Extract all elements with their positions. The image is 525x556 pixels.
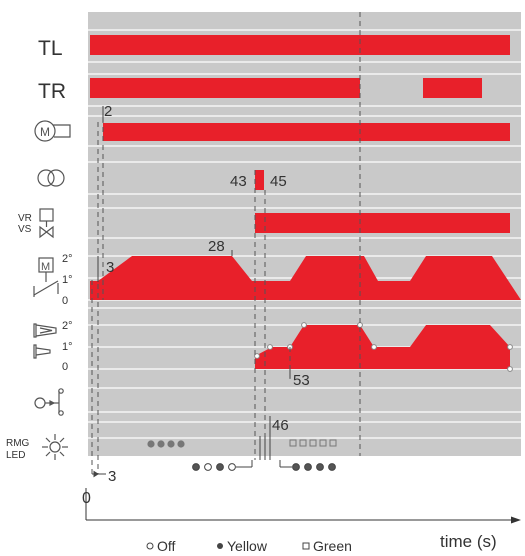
legend: Off Yellow Green <box>146 538 352 554</box>
legend-green-label: Green <box>313 538 352 554</box>
valve-signal-bar <box>255 213 510 233</box>
row-label-tr: TR <box>38 80 66 103</box>
marker-3-tilt: 3 <box>106 259 114 276</box>
marker-46: 46 <box>272 417 289 434</box>
marker-43: 43 <box>230 173 247 190</box>
vr-label: VR <box>18 213 32 224</box>
valve-icon <box>39 208 54 239</box>
tr-signal-bar-1 <box>90 78 360 98</box>
tilt-level-0: 0 <box>62 295 68 307</box>
beam-level-0: 0 <box>62 361 68 373</box>
led-icon <box>42 434 68 460</box>
marker-53: 53 <box>293 372 310 389</box>
marker-lines <box>97 106 291 460</box>
motor-icon: M <box>34 120 71 142</box>
sensor-icon <box>34 388 64 416</box>
tilt-level-2: 2° <box>62 253 73 265</box>
light-beam-profile-nodes <box>254 322 513 372</box>
beam-level-2: 2° <box>62 320 73 332</box>
tl-signal-bar <box>90 35 510 55</box>
light-beam-icon <box>33 323 57 359</box>
time-axis-label: time (s) <box>440 532 497 551</box>
motor-signal-bar <box>103 123 510 141</box>
tilt-level-1: 1° <box>62 274 73 286</box>
vs-label: VS <box>18 224 32 235</box>
marker-2: 2 <box>104 103 112 120</box>
row-label-tl: TL <box>38 37 63 60</box>
legend-yellow-symbol <box>217 543 223 549</box>
time-axis <box>85 488 521 524</box>
marker-45: 45 <box>270 173 287 190</box>
offset-arrow <box>92 470 106 478</box>
svg-text:M: M <box>41 261 50 273</box>
transformer-icon <box>37 169 65 187</box>
marker-3-offset: 3 <box>108 468 116 485</box>
marker-28: 28 <box>208 238 225 255</box>
led-sequence-left <box>192 460 253 471</box>
rmg-label: RMG <box>6 438 30 449</box>
legend-green-symbol <box>302 542 310 550</box>
transformer-signal-bar <box>255 170 264 190</box>
light-beam-profile <box>255 325 510 369</box>
led-label: LED <box>6 450 25 461</box>
tilt-motor-icon: M <box>33 257 59 297</box>
origin-label: 0 <box>82 490 91 507</box>
tilt-motor-profile <box>90 256 521 300</box>
legend-yellow-label: Yellow <box>227 538 268 554</box>
led-green-squares <box>289 439 337 447</box>
led-sequence-right <box>279 460 336 471</box>
led-yellow-dots <box>147 440 185 448</box>
legend-off-label: Off <box>157 538 176 554</box>
svg-text:M: M <box>40 125 50 139</box>
tr-signal-bar-2 <box>423 78 482 98</box>
legend-off-symbol <box>146 542 154 550</box>
beam-level-1: 1° <box>62 341 73 353</box>
